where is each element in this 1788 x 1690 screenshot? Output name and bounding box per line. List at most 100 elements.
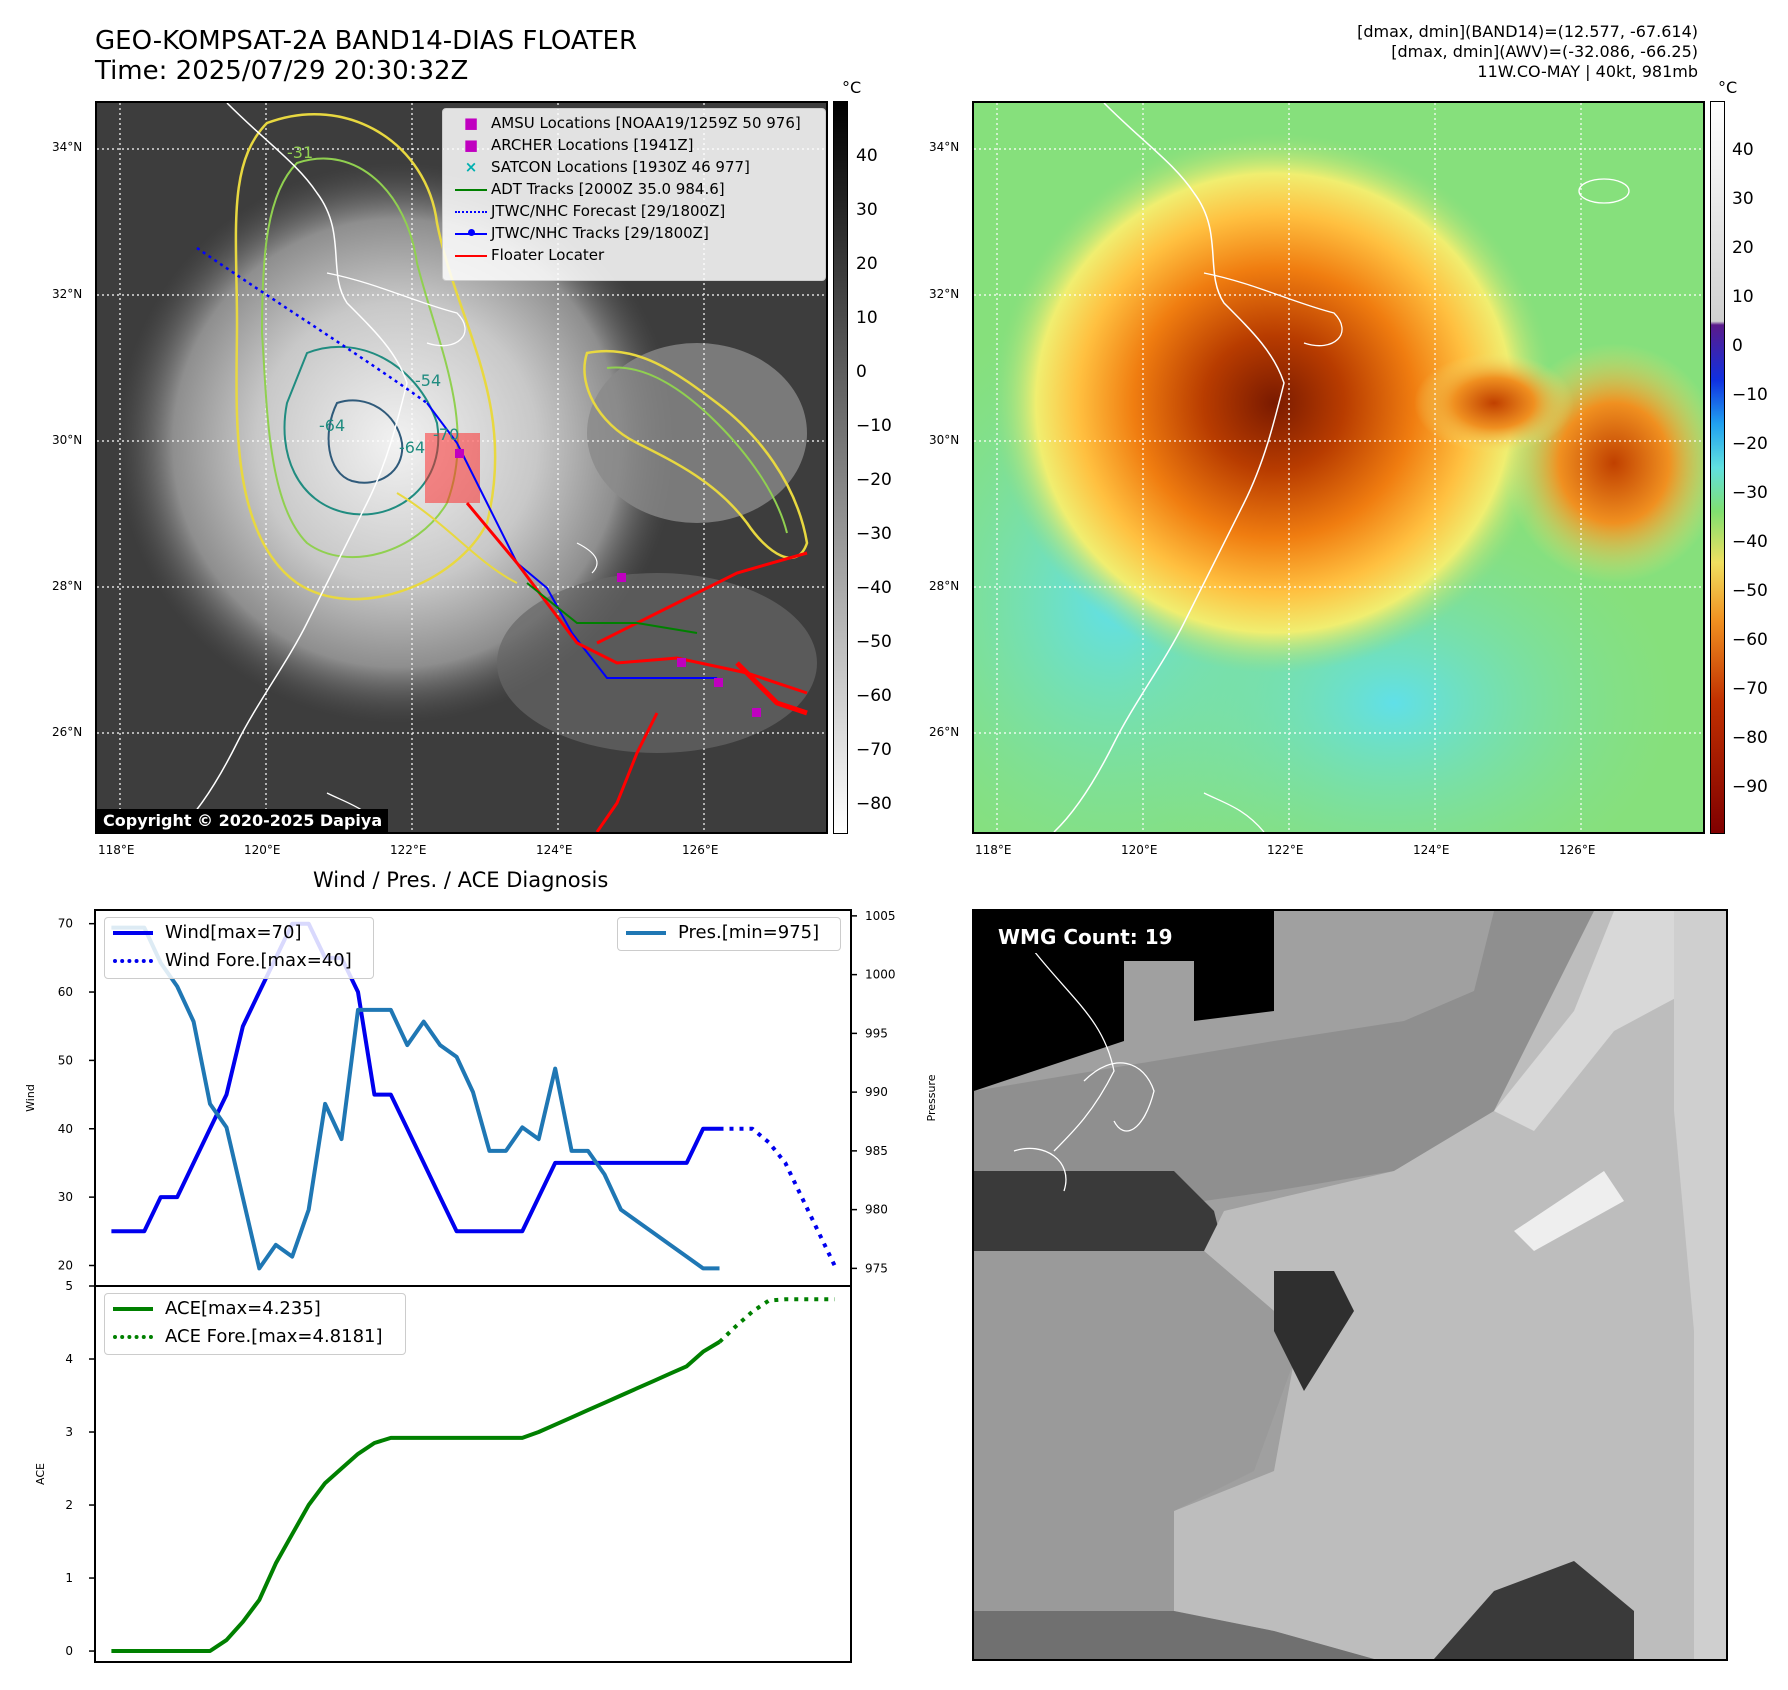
colorbar-tick: 0 <box>856 362 867 382</box>
colorbar-tick: −30 <box>856 524 892 544</box>
copyright-label: Copyright © 2020-2025 Dapiya <box>97 809 389 832</box>
legend-entry-pressure: Pres.[min=975] <box>626 922 819 943</box>
x-marker-icon: × <box>464 158 478 176</box>
lon-tick: 126°E <box>682 843 719 857</box>
lat-tick: 34°N <box>929 140 960 154</box>
lon-tick: 122°E <box>1267 843 1304 857</box>
colorbar-tick: −20 <box>856 470 892 490</box>
info-panel: [dmax, dmin](BAND14)=(12.577, -67.614) [… <box>1357 22 1698 82</box>
lon-tick: 122°E <box>390 843 427 857</box>
y-tick-label: 1 <box>65 1571 73 1585</box>
wmg-image <box>974 911 1726 1659</box>
colorbar-tick: −90 <box>1732 777 1768 797</box>
lat-tick: 32°N <box>929 287 960 301</box>
colorbar-tick: −10 <box>1732 385 1768 405</box>
colorbar-tick: −40 <box>1732 532 1768 552</box>
series-line <box>111 1340 721 1653</box>
colorbar-tick: −20 <box>1732 434 1768 454</box>
lon-tick: 118°E <box>98 843 135 857</box>
lon-tick: 120°E <box>244 843 281 857</box>
lat-tick: 32°N <box>52 287 83 301</box>
y-tick-label: 1000 <box>865 968 896 982</box>
lon-tick: 124°E <box>536 843 573 857</box>
wmg-count-label: WMG Count: 19 <box>990 921 1181 953</box>
lon-tick: 126°E <box>1559 843 1596 857</box>
contour-label: -54 <box>415 371 442 390</box>
dotted-line-icon <box>113 1335 153 1339</box>
legend-entry-jtwc-forecast: JTWC/NHC Forecast [29/1800Z] <box>451 201 725 221</box>
y-tick-label: 40 <box>58 1122 73 1136</box>
wv-colorbar <box>1710 101 1725 834</box>
colorbar-unit: °C <box>842 78 862 97</box>
title-line-1: GEO-KOMPSAT-2A BAND14-DIAS FLOATER <box>95 26 638 56</box>
lat-tick: 30°N <box>52 433 83 447</box>
dotted-line-icon <box>113 959 153 963</box>
y-tick-label: 985 <box>865 1144 888 1158</box>
ir-colorbar <box>833 101 848 834</box>
line-dot-icon <box>451 228 491 236</box>
info-line-2: [dmax, dmin](AWV)=(-32.086, -66.25) <box>1391 42 1698 61</box>
y-tick-label: 2 <box>65 1498 73 1512</box>
series-line <box>719 1126 837 1267</box>
contour-label: -31 <box>287 143 314 162</box>
wv-map-image <box>974 103 1703 832</box>
legend-entry-amsu: ■ AMSU Locations [NOAA19/1259Z 50 976] <box>451 113 801 133</box>
lon-tick: 124°E <box>1413 843 1450 857</box>
colorbar-tick: 40 <box>1732 140 1754 160</box>
legend-entry-ace: ACE[max=4.235] <box>113 1298 321 1319</box>
colorbar-tick: −10 <box>856 416 892 436</box>
colorbar-tick: 20 <box>856 254 878 274</box>
lat-tick: 34°N <box>52 140 83 154</box>
series-line <box>111 921 720 1234</box>
legend-entry-ace-fore: ACE Fore.[max=4.8181] <box>113 1326 383 1347</box>
contour-label: -64 <box>399 438 426 457</box>
colorbar-tick: 10 <box>1732 287 1754 307</box>
colorbar-tick: −70 <box>856 740 892 760</box>
square-marker-icon: ■ <box>463 114 479 132</box>
legend-entry-floater: Floater Locater <box>451 245 604 265</box>
title-line-2: Time: 2025/07/29 20:30:32Z <box>95 56 469 86</box>
lon-tick: 120°E <box>1121 843 1158 857</box>
colorbar-tick: −60 <box>1732 630 1768 650</box>
contour-label: -64 <box>319 416 346 435</box>
colorbar-tick: 0 <box>1732 336 1743 356</box>
line-marker-icon <box>113 931 153 935</box>
colorbar-tick: 10 <box>856 308 878 328</box>
wv-map-panel <box>972 101 1705 834</box>
series-line <box>111 925 720 1271</box>
contour-label: -70 <box>433 425 460 444</box>
dotted-line-icon <box>451 210 491 213</box>
y-tick-label: 1005 <box>865 909 896 923</box>
legend-entry-jtwc-tracks: JTWC/NHC Tracks [29/1800Z] <box>451 223 709 243</box>
y-tick-label: 60 <box>58 985 73 999</box>
y-tick-label: 4 <box>65 1352 73 1366</box>
ace-panel-frame <box>94 1285 852 1663</box>
y-tick-label: 980 <box>865 1203 888 1217</box>
ir-map-panel: -31 -54 -64 -64 -70 ■ AMSU Locations [NOA… <box>95 101 828 834</box>
y-tick-label: 990 <box>865 1085 888 1099</box>
pressure-axis-label: Pressure <box>925 1074 938 1121</box>
colorbar-tick: 30 <box>1732 189 1754 209</box>
info-line-3: 11W.CO-MAY | 40kt, 981mb <box>1477 62 1698 81</box>
lat-tick: 30°N <box>929 433 960 447</box>
y-tick-label: 5 <box>65 1279 73 1293</box>
y-tick-label: 70 <box>58 917 73 931</box>
colorbar-tick: −80 <box>856 794 892 814</box>
diagnosis-title: Wind / Pres. / ACE Diagnosis <box>313 868 609 892</box>
square-marker-icon: ■ <box>463 136 479 154</box>
colorbar-tick: −50 <box>856 632 892 652</box>
line-marker-icon <box>113 1307 153 1311</box>
legend-entry-satcon: × SATCON Locations [1930Z 46 977] <box>451 157 750 177</box>
colorbar-tick: 30 <box>856 200 878 220</box>
colorbar-tick: −60 <box>856 686 892 706</box>
y-tick-label: 995 <box>865 1026 888 1040</box>
pressure-legend: Pres.[min=975] <box>617 917 841 951</box>
wind-legend: Wind[max=70] Wind Fore.[max=40] <box>104 917 374 979</box>
map-legend: ■ AMSU Locations [NOAA19/1259Z 50 976] ■ A… <box>442 108 826 281</box>
colorbar-tick: 40 <box>856 146 878 166</box>
wmg-panel: WMG Count: 19 <box>972 909 1728 1661</box>
lat-tick: 26°N <box>929 725 960 739</box>
lat-tick: 28°N <box>929 579 960 593</box>
y-tick-label: 0 <box>65 1644 73 1658</box>
series-line <box>718 1297 835 1344</box>
